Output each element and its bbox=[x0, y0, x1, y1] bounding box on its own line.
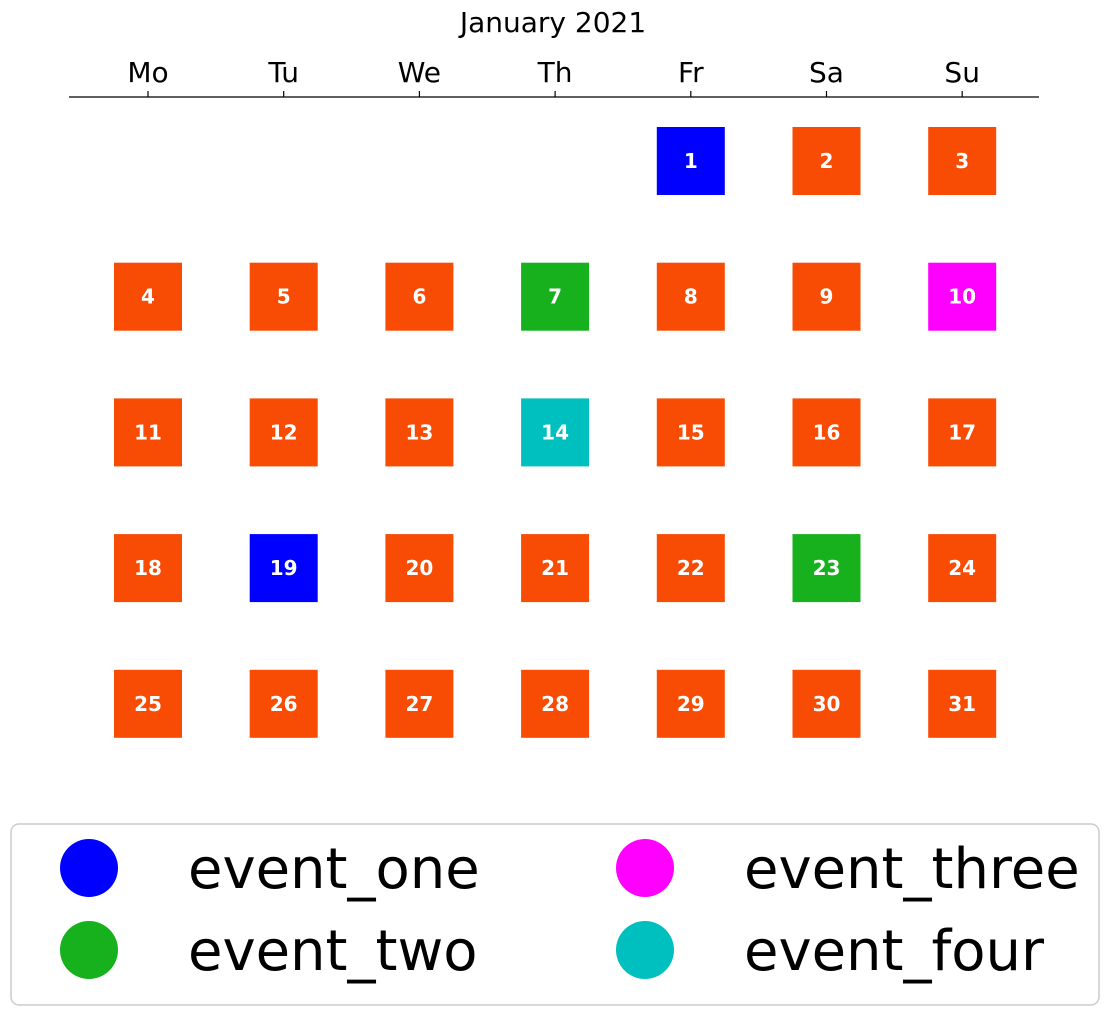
day-cell bbox=[928, 398, 997, 467]
day-cell bbox=[249, 262, 318, 331]
day-number: 27 bbox=[405, 692, 433, 716]
weekday-label: Sa bbox=[809, 56, 844, 89]
chart-title: January 2021 bbox=[458, 6, 646, 39]
day-cell bbox=[656, 398, 725, 467]
legend: event_one event_three event_two event_four bbox=[10, 823, 1100, 1006]
day-number: 16 bbox=[813, 420, 841, 444]
day-cell bbox=[249, 398, 318, 467]
day-cell bbox=[928, 262, 997, 331]
day-cell bbox=[114, 398, 182, 467]
day-cell bbox=[385, 262, 454, 331]
weekday-axis: Mo Tu We Th Fr Sa Su bbox=[127, 56, 980, 97]
day-cell bbox=[114, 669, 182, 738]
day-cell bbox=[385, 669, 454, 738]
day-number: 22 bbox=[677, 556, 705, 580]
day-cell bbox=[928, 534, 997, 603]
day-cell bbox=[792, 669, 861, 738]
weekday-label: Fr bbox=[678, 56, 704, 89]
weekday-label: We bbox=[398, 56, 441, 89]
day-cell bbox=[385, 534, 454, 603]
day-number: 13 bbox=[405, 420, 433, 444]
day-cell bbox=[792, 127, 861, 195]
day-number: 31 bbox=[948, 692, 976, 716]
weekday-label: Mo bbox=[127, 56, 168, 89]
day-number: 25 bbox=[134, 692, 162, 716]
day-number: 9 bbox=[820, 285, 834, 309]
legend-label: event_one bbox=[188, 837, 480, 902]
day-cell bbox=[656, 127, 725, 195]
day-number: 10 bbox=[948, 285, 976, 309]
weekday-label: Su bbox=[944, 56, 980, 89]
day-number: 29 bbox=[677, 692, 705, 716]
legend-marker bbox=[60, 839, 118, 897]
day-number: 23 bbox=[813, 556, 841, 580]
legend-label: event_four bbox=[744, 919, 1045, 984]
day-cell bbox=[656, 534, 725, 603]
day-number: 17 bbox=[948, 420, 976, 444]
day-cell bbox=[114, 534, 182, 603]
day-cell bbox=[656, 669, 725, 738]
legend-marker bbox=[616, 839, 674, 897]
day-cell bbox=[928, 669, 997, 738]
day-cell bbox=[792, 398, 861, 467]
day-cell bbox=[521, 669, 590, 738]
day-cell bbox=[792, 534, 861, 603]
day-cell bbox=[114, 262, 182, 331]
legend-marker bbox=[616, 921, 674, 979]
day-number: 5 bbox=[277, 285, 291, 309]
legend-label: event_two bbox=[188, 919, 478, 984]
day-cell bbox=[385, 398, 454, 467]
day-number: 4 bbox=[141, 285, 155, 309]
day-number: 14 bbox=[541, 420, 569, 444]
day-number: 7 bbox=[548, 285, 562, 309]
day-number: 6 bbox=[412, 285, 426, 309]
day-cell bbox=[521, 534, 590, 603]
day-cell bbox=[928, 127, 997, 195]
day-cell bbox=[792, 262, 861, 331]
day-cell bbox=[656, 262, 725, 331]
day-number: 11 bbox=[134, 420, 162, 444]
day-number: 24 bbox=[948, 556, 976, 580]
day-number: 8 bbox=[684, 285, 698, 309]
day-number: 28 bbox=[541, 692, 569, 716]
day-number: 1 bbox=[684, 149, 698, 173]
weekday-label: Th bbox=[537, 56, 573, 89]
day-number: 30 bbox=[813, 692, 841, 716]
day-number: 2 bbox=[820, 149, 834, 173]
legend-marker bbox=[60, 921, 118, 979]
day-number: 15 bbox=[677, 420, 705, 444]
day-number: 26 bbox=[270, 692, 298, 716]
day-number: 19 bbox=[270, 556, 298, 580]
day-number: 12 bbox=[270, 420, 298, 444]
legend-frame bbox=[10, 823, 1100, 1006]
day-number: 3 bbox=[955, 149, 969, 173]
day-number: 18 bbox=[134, 556, 162, 580]
day-cell bbox=[249, 534, 318, 603]
legend-label: event_three bbox=[744, 837, 1080, 902]
day-cell bbox=[521, 398, 590, 467]
weekday-label: Tu bbox=[267, 56, 299, 89]
day-cell bbox=[521, 262, 590, 331]
day-number: 20 bbox=[405, 556, 433, 580]
day-cell bbox=[249, 669, 318, 738]
day-number: 21 bbox=[541, 556, 569, 580]
